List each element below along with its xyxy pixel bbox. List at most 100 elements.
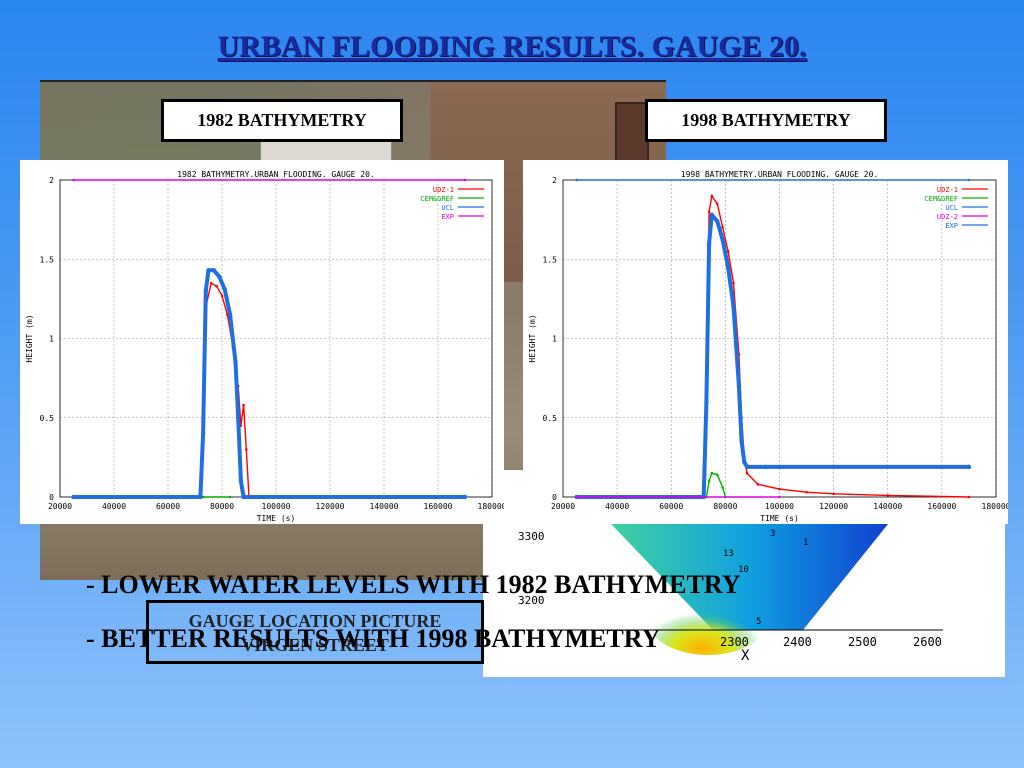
map-ytick-3200: 3200 [518,594,545,607]
map-xtick-2500: 2500 [848,635,877,649]
chart0-series-ucl-point [217,274,222,279]
gauge-label-line2: VIRGEN STREET [241,635,389,655]
chart0-xtick-label: 140000 [370,502,399,511]
chart1-legend-label: CEM&GREF [924,195,958,203]
chart1-series-udz-1-point [710,194,714,198]
chart-1998-svg: 1998 BATHYMETRY.URBAN FLOODING. GAUGE 20… [528,170,1008,523]
map-svg: 3300 3200 2300 2400 2500 2600 X 1 3 13 1… [518,524,943,664]
chart0-series-ucl-point [462,494,468,500]
chart1-ytick-label: 1.5 [543,255,558,264]
chart0-series-udz-1-line [73,282,465,498]
chart0-series-udz-1-point [245,448,248,451]
chart1-series-udz-1-point [778,487,781,491]
chart1-legend-label: UCL [945,204,958,212]
chart1-xtick-label: 100000 [765,502,794,511]
chart1-series-ucl-point [720,238,725,243]
map-gauge-3: 3 [770,529,775,539]
chart0-series-cem-gref-point [228,495,232,499]
chart1-series-ucl-point [739,439,744,444]
chart1-series-ucl-point [706,241,712,246]
chart0-series-udz-1-point [220,294,224,298]
chart1-xtick-label: 120000 [819,502,848,511]
chart1-series-cem-gref-point [710,471,714,475]
chart1-xtick-label: 40000 [605,502,629,511]
chart1-ytick-label: 1 [552,335,557,344]
chart0-series-ucl-point [71,494,76,500]
map-wedge [611,524,888,630]
chart0-series-udz-1-point [209,281,213,285]
chart0-legend-label: UCL [441,204,454,212]
chart0-xtick-label: 80000 [210,502,234,511]
chart1-legend-label: UDZ-2 [937,213,958,221]
chart1-series-ucl-line [576,212,969,499]
label-1982-bathymetry: 1982 BATHYMETRY [161,99,403,142]
chart-1998: 1998 BATHYMETRY.URBAN FLOODING. GAUGE 20… [523,160,1008,524]
chart1-series-udz-1-point [967,495,971,499]
map-xlabel: X [741,648,750,664]
chart1-series-udz-1-line [576,195,969,498]
chart1-legend-label: UDZ-1 [937,186,958,194]
chart0-series-udz-1-point [242,403,245,407]
chart1-xtick-label: 60000 [659,502,683,511]
chart0-ytick-label: 0 [49,493,54,502]
chart0-ytick-label: 1 [49,335,54,344]
chart1-series-udz-1-point [732,281,735,285]
chart0-series-ucl-line [73,268,465,499]
chart0-xtick-label: 40000 [102,502,126,511]
chart0-series-ucl-point [227,312,233,317]
chart1-series-udz-1-point [707,210,711,213]
chart1-ytick-label: 0 [552,493,557,502]
chart1-xtick-label: 20000 [551,502,575,511]
bullet-lower-levels: - LOWER WATER LEVELS WITH 1982 BATHYMETR… [86,570,741,599]
chart0-ytick-label: 0.5 [40,414,55,423]
chart1-series-udz-1-point [721,226,724,229]
chart0-series-ucl-point [206,268,211,273]
chart1-series-udz-1-point [832,492,835,496]
chart1-series-ucl-point [709,212,715,218]
map-gauge-1: 1 [803,538,808,548]
chart1-title: 1998 BATHYMETRY.URBAN FLOODING. GAUGE 20… [681,170,878,179]
chart1-series-ucl-point [966,464,972,470]
chart0-series-exp-point [463,178,467,182]
chart1-series-ucl-point [742,459,747,465]
chart0-ytick-label: 1.5 [40,255,55,264]
chart1-xtick-label: 140000 [873,502,902,511]
chart0-ytick-label: 2 [49,176,54,185]
gauge-location-label: GAUGE LOCATION PICTURE VIRGEN STREET [146,600,484,664]
chart0-series-ucl-point [238,478,244,484]
photo-door [615,102,649,166]
chart1-xtick-label: 80000 [713,502,737,511]
chart1-series-cem-gref-line [705,472,727,498]
chart1-ylabel: HEIGHT (m) [528,314,537,362]
map-xtick-2400: 2400 [783,635,812,649]
map-xtick-2300: 2300 [720,635,749,649]
map-gauge-5: 5 [756,617,761,627]
bullet-list: - LOWER WATER LEVELS WITH 1982 BATHYMETR… [86,566,741,674]
chart0-xtick-label: 60000 [156,502,180,511]
chart0-legend-label: UDZ-1 [433,186,454,194]
chart0-xtick-label: 20000 [48,502,72,511]
chart0-series-ucl-point [222,287,227,292]
chart1-series-udz-1-point [715,202,719,206]
chart1-xtick-label: 180000 [982,502,1008,511]
chart0-xtick-label: 120000 [316,502,345,511]
chart1-series-udz-1-point [805,490,808,494]
chart0-series-ucl-point [203,288,208,294]
chart1-xlabel: TIME (s) [760,514,799,523]
chart0-series-ucl-point [241,494,246,500]
chart0-legend-label: EXP [441,213,454,221]
chart0-legend-label: CEM&GREF [420,195,454,203]
chart1-series-ucl-point [725,264,731,270]
chart1-series-ucl-point [763,464,769,470]
chart-1982: 1982 BATHYMETRY.URBAN FLOODING. GAUGE 20… [20,160,504,524]
chart1-ytick-label: 2 [552,176,557,185]
chart1-series-udz-1-point [745,471,749,475]
chart1-series-exp-point [967,178,971,182]
page-title: URBAN FLOODING RESULTS. GAUGE 20. [217,30,807,63]
chart1-series-udz-1-point [886,494,890,497]
map-ytick-3300: 3300 [518,530,545,543]
chart0-series-ucl-point [200,431,206,436]
chart1-series-ucl-point [744,464,750,470]
chart0-series-ucl-point [211,268,217,273]
chart1-series-ucl-point [731,304,736,309]
